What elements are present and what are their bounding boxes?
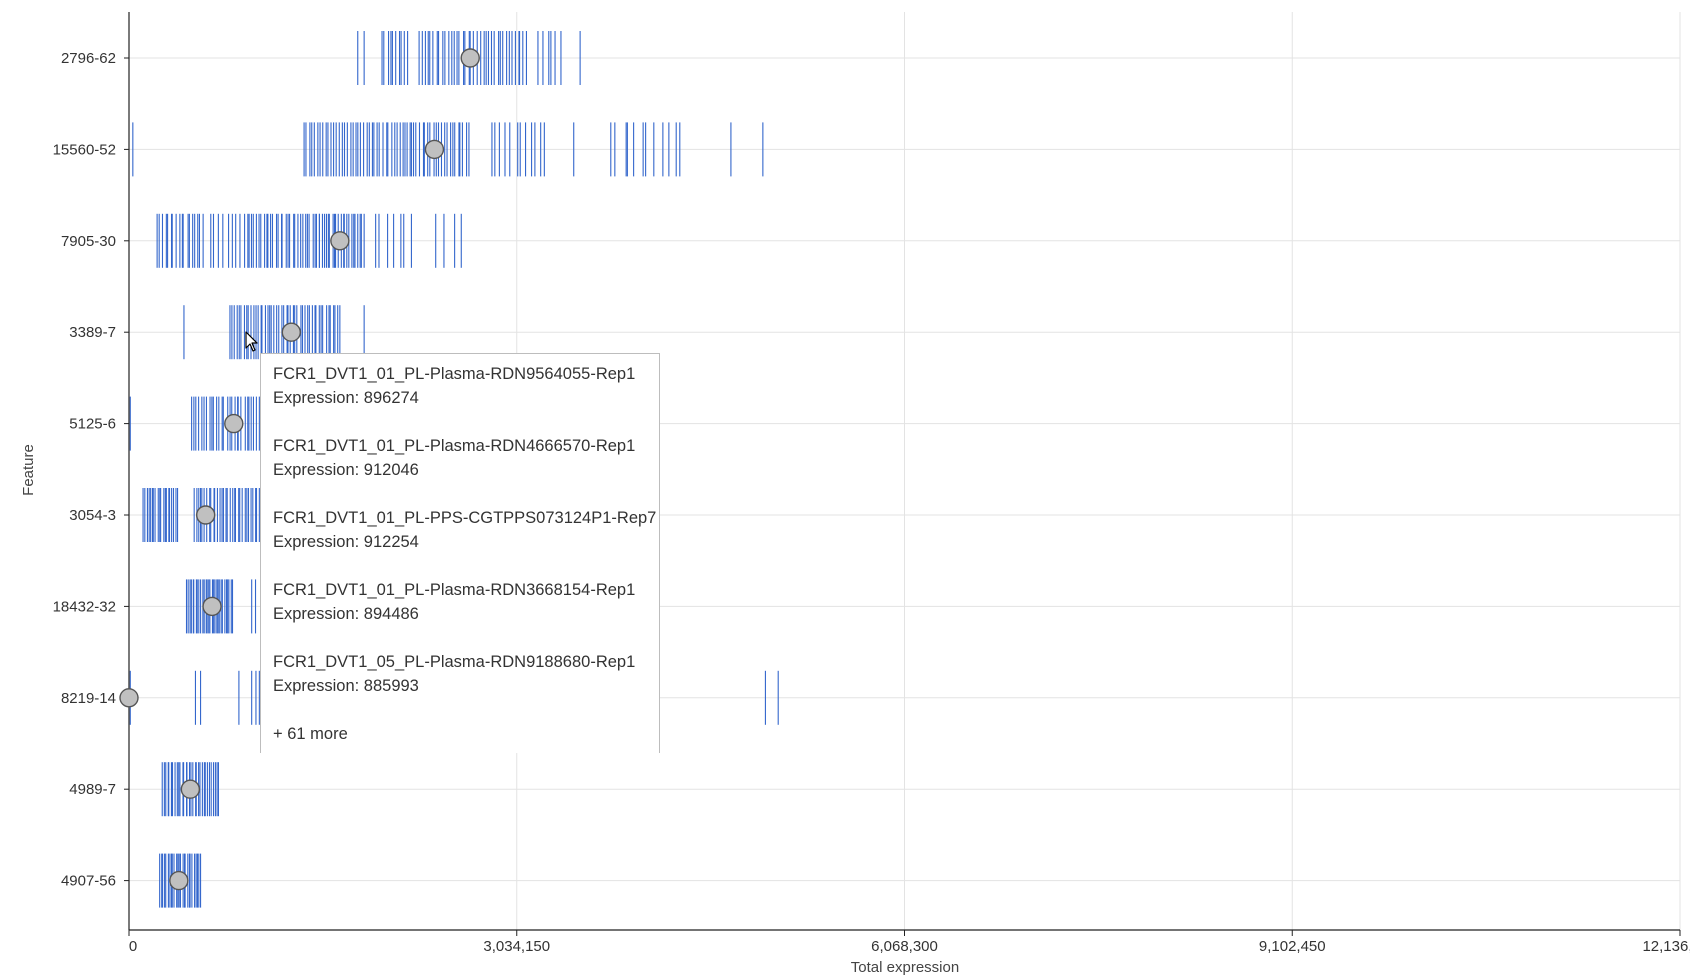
y-tick-label: 4989-7 — [69, 781, 116, 798]
tooltip-expression: Expression: 894486 — [273, 605, 419, 623]
median-marker[interactable] — [180, 779, 201, 799]
tooltip-more-count: + 61 more — [273, 725, 348, 743]
median-marker[interactable] — [202, 596, 222, 617]
x-tick-label: 12,136,600 — [1642, 938, 1690, 955]
hover-tooltip: FCR1_DVT1_01_PL-Plasma-RDN9564055-Rep1 E… — [260, 353, 660, 753]
tooltip-sample-name: FCR1_DVT1_01_PL-Plasma-RDN3668154-Rep1 — [273, 581, 636, 599]
tooltip-entry: FCR1_DVT1_01_PL-PPS-CGTPPS073124P1-Rep7 … — [273, 506, 657, 554]
median-marker[interactable] — [281, 322, 301, 342]
tooltip-entry: FCR1_DVT1_01_PL-Plasma-RDN9564055-Rep1 E… — [273, 362, 647, 410]
median-marker[interactable] — [169, 870, 189, 891]
median-marker[interactable] — [195, 505, 216, 525]
x-tick-label: 0 — [129, 938, 137, 955]
y-tick-label: 15560-52 — [53, 141, 116, 158]
mouse-pointer-icon — [245, 331, 258, 352]
y-tick-label: 18432-32 — [53, 598, 116, 615]
x-axis-title: Total expression — [851, 959, 959, 976]
y-tick-label: 5125-6 — [69, 416, 116, 433]
tooltip-sample-name: FCR1_DVT1_01_PL-Plasma-RDN9564055-Rep1 — [273, 365, 636, 383]
y-tick-label: 8219-14 — [61, 690, 116, 707]
tooltip-entry: FCR1_DVT1_05_PL-Plasma-RDN9188680-Rep1 E… — [273, 650, 647, 698]
y-tick-label: 2796-62 — [61, 50, 116, 67]
y-tick-label: 7905-30 — [61, 233, 116, 250]
tooltip-expression: Expression: 912254 — [273, 533, 419, 551]
tooltip-sample-name: FCR1_DVT1_01_PL-PPS-CGTPPS073124P1-Rep7 — [273, 509, 657, 527]
y-axis-title: Feature — [20, 444, 37, 496]
tooltip-expression: Expression: 912046 — [273, 461, 419, 479]
y-tick-label: 4907-56 — [61, 873, 116, 890]
median-marker[interactable] — [424, 139, 445, 160]
y-tick-label: 3389-7 — [69, 324, 116, 341]
tooltip-expression: Expression: 896274 — [273, 389, 419, 407]
x-tick-label: 9,102,450 — [1259, 938, 1326, 955]
x-tick-label: 3,034,150 — [483, 938, 550, 955]
tooltip-sample-name: FCR1_DVT1_01_PL-Plasma-RDN4666570-Rep1 — [273, 437, 636, 455]
x-tick-label: 6,068,300 — [871, 938, 938, 955]
tooltip-entry: FCR1_DVT1_01_PL-Plasma-RDN4666570-Rep1 E… — [273, 434, 647, 482]
median-markers — [119, 48, 480, 891]
median-marker[interactable] — [119, 688, 139, 708]
median-marker[interactable] — [224, 413, 244, 434]
y-tick-label: 3054-3 — [69, 507, 116, 524]
median-marker[interactable] — [460, 48, 480, 68]
tooltip-entry: FCR1_DVT1_01_PL-Plasma-RDN3668154-Rep1 E… — [273, 578, 647, 626]
strip-marks — [129, 31, 779, 908]
tooltip-expression: Expression: 885993 — [273, 677, 419, 695]
tooltip-sample-name: FCR1_DVT1_05_PL-Plasma-RDN9188680-Rep1 — [273, 653, 636, 671]
median-marker[interactable] — [330, 231, 350, 251]
axes: 0 3,034,150 6,068,300 9,102,450 12,136,600 27… — [53, 12, 1690, 955]
